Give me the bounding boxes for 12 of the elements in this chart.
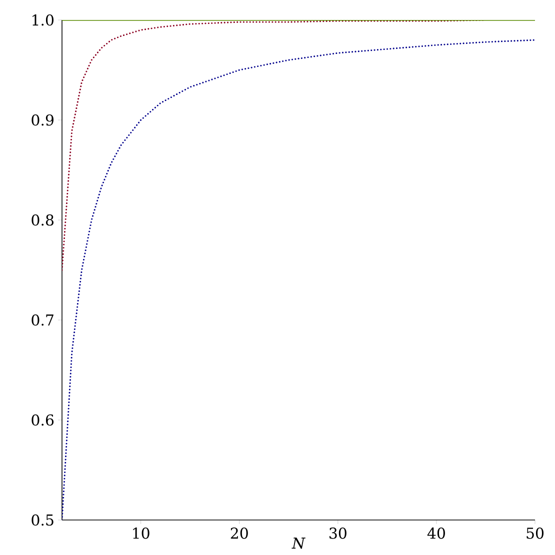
x-tick-label: 10 [133,528,150,539]
y-tick-label: 0.9 [32,114,54,126]
y-tick-label: 0.6 [32,414,54,426]
x-axis-title: N [292,538,306,549]
y-tick-label: 0.8 [32,214,54,226]
x-tick-label: 30 [330,528,346,539]
x-tick-label: 20 [230,528,248,539]
y-tick-label: 0.5 [32,514,54,526]
x-tick-label: 50 [526,528,544,539]
y-tick-label: 0.7 [32,314,54,326]
y-tick-label: 1.0 [32,14,54,26]
x-tick-label: 40 [427,528,445,539]
